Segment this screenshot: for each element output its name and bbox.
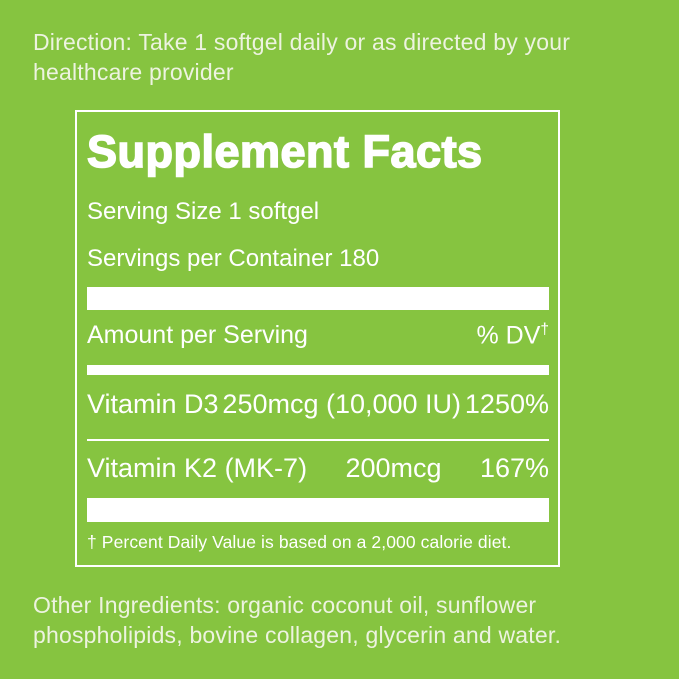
percent-dv-label: % DV† bbox=[476, 321, 549, 350]
nutrient-amount: 250mcg (10,000 IU) bbox=[222, 389, 462, 419]
amount-per-serving-label: Amount per Serving bbox=[87, 321, 308, 350]
divider-bar-thick-top bbox=[87, 287, 549, 310]
divider-bar-thick-bottom bbox=[87, 498, 549, 522]
direction-text: Direction: Take 1 softgel daily or as di… bbox=[33, 29, 571, 86]
amount-per-serving-header: Amount per Serving % DV† bbox=[87, 321, 549, 350]
nutrient-name: Vitamin D3 bbox=[87, 389, 219, 419]
daily-value-footnote: † Percent Daily Value is based on a 2,00… bbox=[87, 532, 512, 552]
divider-bar-medium bbox=[87, 365, 549, 375]
supplement-facts-panel: Supplement Facts Serving Size 1 softgel … bbox=[75, 110, 560, 567]
nutrient-percent-dv: 167% bbox=[479, 453, 549, 483]
divider-rule-thin bbox=[87, 439, 549, 441]
nutrient-name: Vitamin K2 (MK-7) bbox=[87, 453, 308, 483]
nutrient-row-vitamin-k2: Vitamin K2 (MK-7) 200mcg 167% bbox=[87, 453, 549, 484]
nutrient-row-vitamin-d3: Vitamin D3 250mcg (10,000 IU) 1250% bbox=[87, 389, 549, 420]
servings-per-container-text: Servings per Container 180 bbox=[87, 245, 380, 272]
serving-size-text: Serving Size 1 softgel bbox=[87, 198, 320, 225]
nutrient-amount: 200mcg bbox=[345, 453, 442, 483]
other-ingredients-text: Other Ingredients: organic coconut oil, … bbox=[33, 592, 562, 649]
nutrient-percent-dv: 1250% bbox=[464, 389, 549, 419]
supplement-facts-title: Supplement Facts bbox=[86, 125, 483, 178]
dv-dagger: † bbox=[540, 321, 549, 338]
